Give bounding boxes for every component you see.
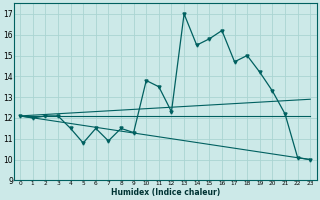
X-axis label: Humidex (Indice chaleur): Humidex (Indice chaleur) [110,188,220,197]
